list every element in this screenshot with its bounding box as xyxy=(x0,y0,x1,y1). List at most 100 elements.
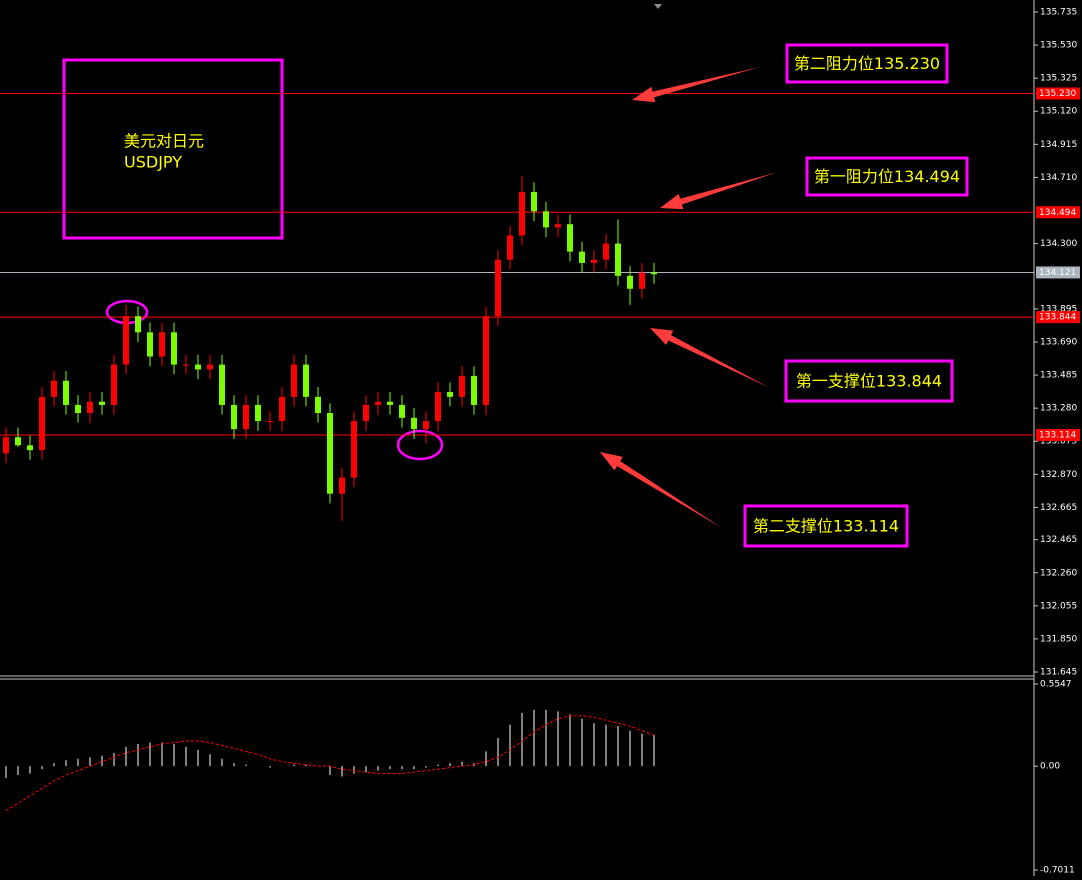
candle-body xyxy=(507,235,513,260)
candle-body xyxy=(399,404,405,418)
candle-body xyxy=(339,477,345,494)
y-tick-label: 134.300 xyxy=(1040,239,1077,249)
candle-body xyxy=(627,275,633,289)
candle-body xyxy=(3,437,9,454)
candle-body xyxy=(63,380,69,405)
level-tag-label: 133.844 xyxy=(1039,313,1076,323)
y-tick-label: 133.485 xyxy=(1040,371,1077,381)
candle-body xyxy=(111,364,117,405)
annotation-box xyxy=(785,43,949,84)
candle-body xyxy=(591,259,597,263)
candle-body xyxy=(39,396,45,451)
candle-body xyxy=(159,332,165,357)
candle-body xyxy=(375,401,381,405)
candle-body xyxy=(147,332,153,357)
annotation-text: 第一支撑位133.844 xyxy=(796,372,942,391)
candle-body xyxy=(327,413,333,494)
candle-body xyxy=(435,392,441,422)
candle-body xyxy=(615,243,621,276)
candle-body xyxy=(447,392,453,397)
candle-body xyxy=(471,375,477,405)
level-tag xyxy=(1036,206,1080,219)
y-tick-label: -0.7011 xyxy=(1040,866,1075,876)
candle-body xyxy=(255,404,261,422)
candle-body xyxy=(495,259,501,317)
candle-body xyxy=(363,404,369,422)
y-tick-label: 132.665 xyxy=(1040,503,1077,513)
y-tick-label: 134.710 xyxy=(1040,173,1077,183)
title-line: 美元对日元 xyxy=(124,132,204,151)
candle-body xyxy=(411,417,417,430)
candle-body xyxy=(555,224,561,228)
title-box xyxy=(62,58,284,240)
level-tag-label: 133.114 xyxy=(1039,430,1076,440)
level-tag-label: 134.494 xyxy=(1039,208,1076,218)
candle-body xyxy=(87,401,93,414)
annotation-arrow xyxy=(650,328,770,388)
candle-body xyxy=(351,421,357,478)
y-tick-label: 132.870 xyxy=(1040,470,1077,480)
candle-body xyxy=(135,316,141,333)
annotation-text: 第二支撑位133.114 xyxy=(753,517,899,536)
candle-body xyxy=(567,224,573,252)
annotation-box xyxy=(784,359,954,403)
candle-body xyxy=(51,380,57,397)
y-tick-label: 132.465 xyxy=(1040,535,1077,545)
candle-body xyxy=(243,404,249,430)
y-tick-label: 135.325 xyxy=(1040,74,1077,84)
candle-body xyxy=(183,364,189,366)
level-tag xyxy=(1036,87,1080,100)
y-tick-label: 135.530 xyxy=(1040,41,1077,51)
candle-body xyxy=(639,272,645,289)
candle-body xyxy=(459,375,465,397)
candle-body xyxy=(219,364,225,405)
candle-body xyxy=(387,401,393,405)
candle-body xyxy=(99,401,105,405)
y-tick-label: 133.895 xyxy=(1040,304,1077,314)
candle-body xyxy=(207,364,213,370)
annotation-box xyxy=(805,156,969,197)
candle-body xyxy=(603,243,609,260)
candle-body xyxy=(483,316,489,405)
candle-body xyxy=(651,272,657,275)
candle-body xyxy=(15,437,21,446)
candle-body xyxy=(303,364,309,397)
candle-body xyxy=(123,316,129,365)
y-tick-label: 0.5547 xyxy=(1040,680,1072,690)
y-tick-label: 133.690 xyxy=(1040,338,1077,348)
candle-body xyxy=(291,364,297,397)
candle-body xyxy=(543,211,549,228)
level-tag-label: 134.121 xyxy=(1039,268,1076,278)
y-tick-label: 131.645 xyxy=(1040,668,1077,678)
y-tick-label: 132.055 xyxy=(1040,601,1077,611)
candle-body xyxy=(195,364,201,370)
y-tick-label: 135.735 xyxy=(1040,8,1077,18)
title-line: USDJPY xyxy=(124,153,182,172)
level-tag xyxy=(1036,428,1080,441)
annotation-box xyxy=(743,504,909,548)
y-tick-label: 133.280 xyxy=(1040,404,1077,414)
annotation-text: 第二阻力位135.230 xyxy=(794,54,940,73)
level-tag xyxy=(1036,311,1080,324)
level-tag xyxy=(1036,266,1080,279)
annotation-arrow xyxy=(632,67,760,103)
y-tick-label: 135.120 xyxy=(1040,107,1077,117)
candle-body xyxy=(423,421,429,430)
annotation-text: 第一阻力位134.494 xyxy=(814,167,960,186)
shift-marker xyxy=(654,4,662,9)
candle-body xyxy=(267,421,273,423)
candle-body xyxy=(315,396,321,414)
candle-body xyxy=(75,404,81,414)
macd-signal xyxy=(5,715,655,812)
annotation-arrow xyxy=(600,452,722,528)
annotation-arrow xyxy=(660,172,778,210)
highlight-ellipse xyxy=(396,429,444,461)
level-tag-label: 135.230 xyxy=(1039,89,1076,99)
y-tick-label: 133.075 xyxy=(1040,437,1077,447)
candle-body xyxy=(171,332,177,365)
candle-body xyxy=(279,396,285,422)
candle-body xyxy=(531,191,537,212)
